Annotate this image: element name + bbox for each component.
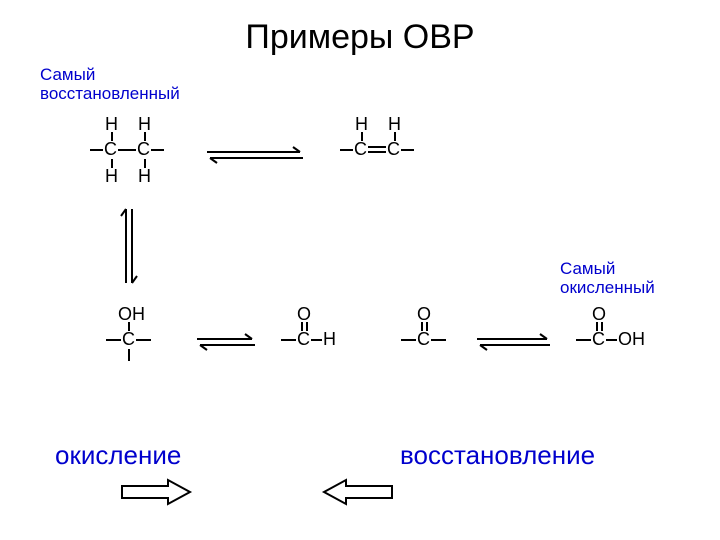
bond bbox=[368, 151, 386, 153]
label-most-oxidized: Самый окисленный bbox=[560, 260, 655, 297]
atom-c: C bbox=[354, 140, 367, 158]
label-reduction: восстановление bbox=[400, 440, 595, 471]
atom-o: O bbox=[592, 305, 606, 323]
atom-c: C bbox=[592, 330, 605, 348]
atom-c: C bbox=[104, 140, 117, 158]
equilibrium-arrow-icon bbox=[195, 332, 257, 357]
bond bbox=[281, 339, 296, 341]
atom-c: C bbox=[417, 330, 430, 348]
atom-oh: OH bbox=[118, 305, 145, 323]
atom-h: H bbox=[355, 115, 368, 133]
atom-h: H bbox=[138, 167, 151, 185]
arrow-right-icon bbox=[120, 478, 194, 511]
molecule-ethane: H H C C H H bbox=[90, 115, 190, 195]
atom-c: C bbox=[297, 330, 310, 348]
bond bbox=[401, 149, 414, 151]
bond bbox=[136, 339, 151, 341]
atom-o: O bbox=[417, 305, 431, 323]
atom-c: C bbox=[137, 140, 150, 158]
bond bbox=[576, 339, 591, 341]
atom-h: H bbox=[105, 167, 118, 185]
bond bbox=[128, 349, 130, 361]
atom-o: O bbox=[297, 305, 311, 323]
molecule-acid: O C OH bbox=[570, 305, 670, 365]
bond bbox=[401, 339, 416, 341]
atom-c: C bbox=[387, 140, 400, 158]
atom-h: H bbox=[105, 115, 118, 133]
bond bbox=[431, 339, 446, 341]
equilibrium-arrow-icon bbox=[475, 332, 552, 357]
arrow-left-icon bbox=[320, 478, 394, 511]
molecule-alcohol: OH C bbox=[100, 305, 180, 385]
bond bbox=[368, 146, 386, 148]
page-title: Примеры ОВР bbox=[0, 18, 720, 57]
atom-c: C bbox=[122, 330, 135, 348]
molecule-ethene: H H C C bbox=[340, 115, 440, 175]
equilibrium-arrow-icon bbox=[118, 205, 140, 292]
molecule-ketone: O C bbox=[395, 305, 465, 365]
equilibrium-arrow-icon bbox=[205, 145, 305, 170]
molecule-aldehyde: O C H bbox=[275, 305, 355, 365]
label-most-reduced: Самый восстановленный bbox=[40, 66, 180, 103]
bond bbox=[151, 149, 164, 151]
atom-h: H bbox=[388, 115, 401, 133]
label-oxidation: окисление bbox=[55, 440, 181, 471]
bond bbox=[311, 339, 322, 341]
atom-h: H bbox=[323, 330, 336, 348]
atom-oh: OH bbox=[618, 330, 645, 348]
bond bbox=[90, 149, 103, 151]
bond bbox=[118, 149, 136, 151]
bond bbox=[340, 149, 353, 151]
bond bbox=[106, 339, 121, 341]
bond bbox=[606, 339, 617, 341]
atom-h: H bbox=[138, 115, 151, 133]
